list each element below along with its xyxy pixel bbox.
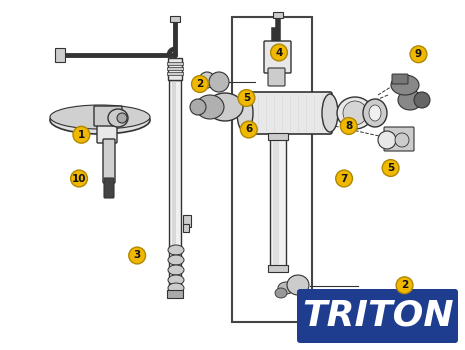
Ellipse shape	[369, 105, 381, 121]
Circle shape	[271, 44, 287, 61]
FancyBboxPatch shape	[243, 92, 332, 134]
Bar	[273, 12, 283, 18]
Ellipse shape	[278, 282, 294, 294]
Ellipse shape	[395, 133, 409, 147]
Ellipse shape	[117, 113, 127, 123]
Circle shape	[129, 247, 146, 264]
Ellipse shape	[378, 131, 396, 149]
Bar	[270, 138, 286, 268]
Ellipse shape	[190, 99, 206, 115]
Ellipse shape	[275, 288, 287, 298]
Text: 1: 1	[78, 130, 85, 140]
Text: 4: 4	[275, 48, 283, 57]
Bar	[167, 62, 183, 65]
Ellipse shape	[207, 93, 243, 121]
Text: 7: 7	[340, 174, 348, 183]
Text: 2: 2	[196, 79, 204, 89]
Ellipse shape	[50, 106, 150, 134]
Ellipse shape	[343, 101, 367, 125]
Circle shape	[396, 277, 413, 294]
Text: 9: 9	[415, 49, 422, 59]
FancyBboxPatch shape	[94, 106, 122, 126]
FancyBboxPatch shape	[268, 68, 285, 86]
Circle shape	[73, 126, 90, 143]
Circle shape	[240, 121, 257, 138]
Ellipse shape	[196, 95, 224, 119]
Bar	[183, 215, 191, 227]
Bar	[169, 80, 181, 295]
Text: TRITON: TRITON	[302, 299, 454, 333]
FancyBboxPatch shape	[97, 111, 117, 143]
FancyBboxPatch shape	[264, 41, 291, 73]
Ellipse shape	[391, 75, 419, 95]
Ellipse shape	[168, 283, 184, 293]
Bar	[167, 290, 183, 298]
Ellipse shape	[322, 94, 338, 132]
Circle shape	[340, 118, 357, 134]
FancyBboxPatch shape	[104, 178, 114, 198]
Ellipse shape	[398, 90, 422, 110]
FancyBboxPatch shape	[297, 289, 458, 343]
Text: 5: 5	[243, 93, 250, 103]
FancyBboxPatch shape	[392, 74, 408, 84]
Bar	[167, 72, 183, 75]
Circle shape	[192, 76, 208, 92]
Bar	[167, 67, 183, 70]
Bar	[273, 138, 279, 268]
Bar	[168, 58, 182, 80]
Ellipse shape	[337, 97, 373, 129]
Ellipse shape	[237, 94, 253, 132]
Text: 3: 3	[133, 251, 141, 260]
Ellipse shape	[363, 99, 387, 127]
Circle shape	[410, 46, 427, 63]
Text: 5: 5	[387, 163, 394, 173]
Ellipse shape	[168, 275, 184, 285]
Bar	[170, 16, 180, 22]
Ellipse shape	[168, 255, 184, 265]
Ellipse shape	[199, 72, 215, 88]
Circle shape	[382, 160, 399, 176]
Ellipse shape	[414, 92, 430, 108]
Circle shape	[71, 170, 87, 187]
FancyBboxPatch shape	[103, 139, 115, 183]
Bar	[55, 48, 65, 62]
Bar	[268, 265, 288, 272]
Bar	[268, 133, 288, 140]
Text: 2: 2	[401, 280, 408, 290]
Text: 10: 10	[72, 174, 86, 183]
Ellipse shape	[287, 275, 309, 295]
Circle shape	[238, 90, 255, 106]
Bar	[232, 17, 312, 322]
FancyBboxPatch shape	[384, 127, 414, 151]
Text: 8: 8	[345, 121, 352, 131]
Ellipse shape	[108, 109, 128, 127]
Ellipse shape	[50, 105, 150, 129]
Bar	[172, 80, 176, 295]
Ellipse shape	[168, 245, 184, 255]
Ellipse shape	[209, 72, 229, 92]
Bar	[183, 224, 189, 232]
Circle shape	[336, 170, 352, 187]
Ellipse shape	[168, 265, 184, 275]
Text: 6: 6	[245, 125, 252, 134]
